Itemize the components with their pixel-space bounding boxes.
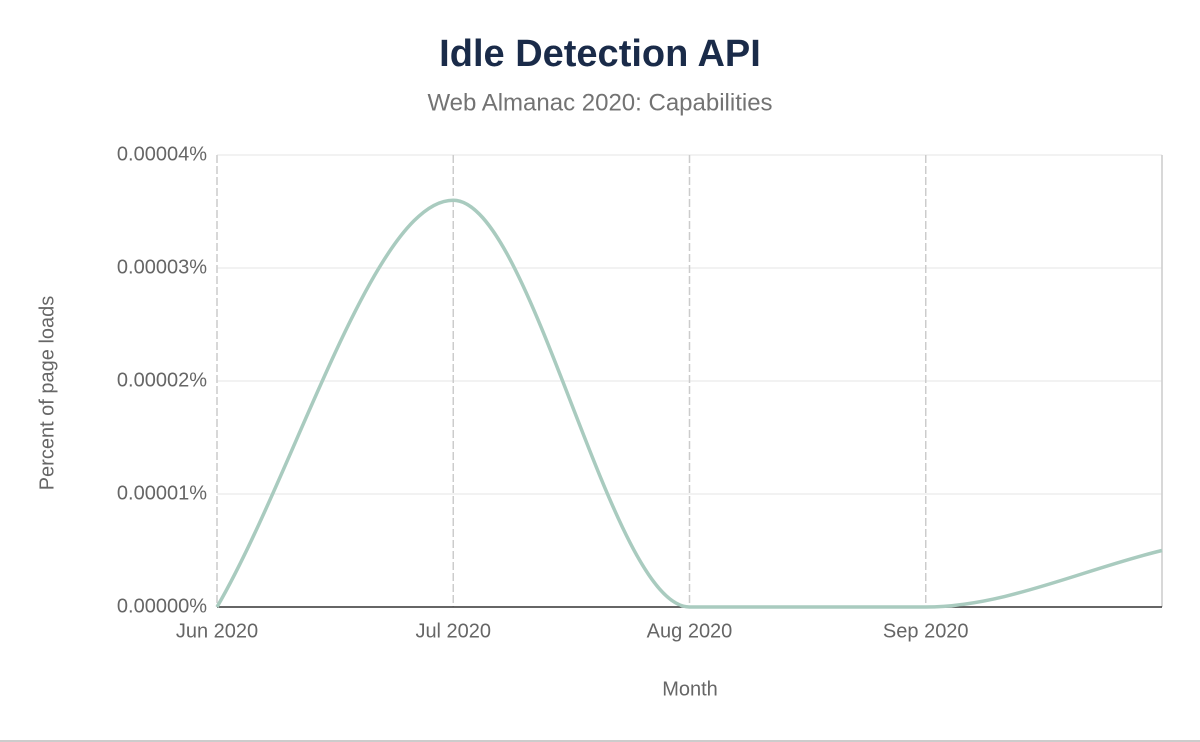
chart-subtitle: Web Almanac 2020: Capabilities: [427, 89, 772, 116]
data-line: [215, 198, 1163, 609]
y-tick-label: 0.00002%: [117, 369, 207, 391]
x-axis-title: Month: [662, 678, 718, 700]
y-tick-label: 0.00004%: [117, 143, 207, 165]
x-tick-label: Jul 2020: [415, 620, 491, 642]
y-tick-label: 0.00001%: [117, 482, 207, 504]
y-axis-title: Percent of page loads: [36, 296, 58, 491]
x-tick-label: Aug 2020: [647, 620, 733, 642]
x-tick-label: Jun 2020: [176, 620, 258, 642]
chart-title: Idle Detection API: [439, 33, 761, 75]
y-tick-label: 0.00003%: [117, 256, 207, 278]
y-tick-label: 0.00000%: [117, 595, 207, 617]
x-tick-label: Sep 2020: [883, 620, 969, 642]
